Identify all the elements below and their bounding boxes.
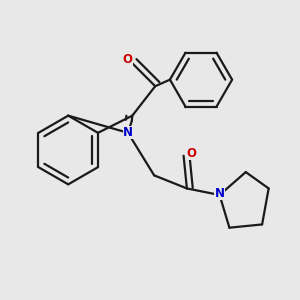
Text: O: O bbox=[122, 53, 132, 66]
Text: O: O bbox=[187, 147, 197, 160]
Text: N: N bbox=[123, 126, 133, 139]
Text: N: N bbox=[214, 187, 225, 200]
